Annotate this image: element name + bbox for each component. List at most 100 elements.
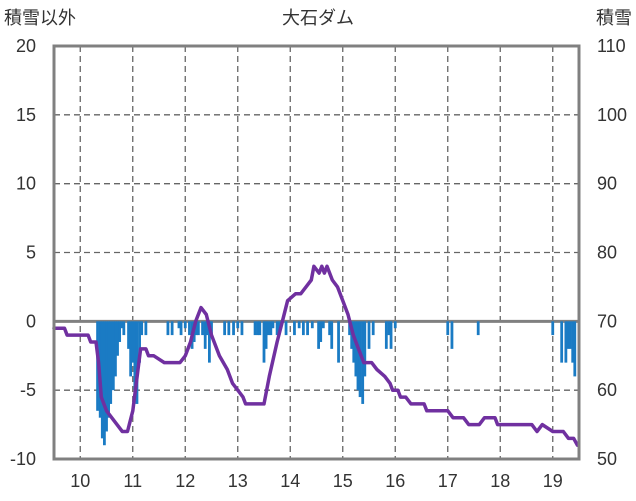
bar bbox=[135, 321, 139, 404]
bar bbox=[266, 321, 270, 336]
left-axis-ticks: -10 -5 0 5 10 15 20 bbox=[10, 36, 36, 469]
bar bbox=[138, 321, 141, 363]
x-tick-label: 15 bbox=[333, 471, 353, 491]
bar bbox=[103, 321, 106, 446]
x-tick-label: 10 bbox=[70, 471, 90, 491]
bar bbox=[358, 321, 362, 398]
bar bbox=[100, 321, 104, 439]
left-tick-label: 10 bbox=[16, 174, 36, 194]
left-tick-label: 20 bbox=[16, 36, 36, 56]
chart-title: 大石ダム bbox=[282, 8, 354, 29]
right-tick-label: 60 bbox=[597, 380, 617, 400]
x-tick-label: 18 bbox=[490, 471, 510, 491]
bar bbox=[256, 321, 260, 336]
bar bbox=[111, 321, 115, 391]
bar bbox=[271, 321, 275, 329]
bar bbox=[223, 321, 227, 336]
bar bbox=[105, 321, 108, 432]
bar bbox=[571, 321, 575, 363]
x-tick-label: 14 bbox=[280, 471, 300, 491]
bar bbox=[236, 321, 240, 329]
left-tick-label: 5 bbox=[26, 243, 36, 263]
left-tick-label: -5 bbox=[20, 380, 36, 400]
bar bbox=[264, 321, 268, 349]
bar bbox=[183, 321, 187, 329]
bar bbox=[107, 321, 110, 418]
bar bbox=[170, 321, 174, 336]
bar bbox=[144, 321, 148, 336]
bar bbox=[384, 321, 388, 349]
bar bbox=[120, 321, 124, 329]
bar bbox=[446, 321, 450, 336]
bar bbox=[258, 321, 262, 336]
bar bbox=[564, 321, 568, 363]
bar bbox=[284, 321, 288, 336]
right-tick-label: 100 bbox=[597, 105, 627, 125]
bar bbox=[205, 321, 209, 336]
bar bbox=[573, 321, 577, 377]
bar bbox=[319, 321, 323, 342]
bar bbox=[127, 321, 130, 349]
bar bbox=[240, 321, 244, 336]
bar bbox=[179, 321, 183, 336]
bar bbox=[293, 321, 296, 336]
bar bbox=[253, 321, 257, 336]
bar bbox=[208, 321, 211, 363]
x-tick-label: 12 bbox=[175, 471, 195, 491]
bar bbox=[188, 321, 191, 336]
bar bbox=[196, 321, 200, 336]
bar bbox=[194, 321, 198, 336]
right-tick-label: 50 bbox=[597, 449, 617, 469]
bar bbox=[275, 321, 279, 336]
bar bbox=[321, 321, 325, 329]
right-axis-label: 積雪 bbox=[596, 8, 632, 29]
left-tick-label: 15 bbox=[16, 105, 36, 125]
gridlines bbox=[54, 46, 579, 459]
bar bbox=[177, 321, 181, 329]
right-tick-label: 70 bbox=[597, 311, 617, 331]
bar bbox=[116, 321, 119, 356]
bar bbox=[232, 321, 235, 336]
bar-series bbox=[96, 321, 577, 446]
bar bbox=[133, 321, 137, 391]
right-tick-label: 90 bbox=[597, 174, 617, 194]
bar bbox=[118, 321, 122, 342]
x-tick-label: 19 bbox=[543, 471, 563, 491]
bar bbox=[551, 321, 555, 336]
bar bbox=[269, 321, 273, 336]
bar bbox=[166, 321, 170, 336]
snow-depth-line bbox=[52, 264, 580, 447]
bar bbox=[122, 321, 126, 336]
bar bbox=[476, 321, 480, 336]
right-tick-label: 110 bbox=[597, 36, 626, 56]
bar bbox=[129, 321, 133, 377]
line-series bbox=[52, 264, 580, 447]
bar bbox=[301, 321, 305, 336]
bar bbox=[140, 321, 144, 336]
bar bbox=[363, 321, 367, 377]
right-tick-label: 80 bbox=[597, 243, 617, 263]
bar bbox=[354, 321, 358, 377]
bar bbox=[356, 321, 360, 391]
bar bbox=[306, 321, 309, 336]
bar bbox=[317, 321, 320, 349]
x-tick-label: 11 bbox=[123, 471, 142, 491]
left-tick-label: 0 bbox=[26, 311, 36, 331]
bar bbox=[330, 321, 334, 349]
left-tick-label: -10 bbox=[10, 449, 36, 469]
bar bbox=[131, 321, 135, 363]
bar bbox=[393, 321, 397, 329]
bar bbox=[568, 321, 572, 349]
bar bbox=[109, 321, 113, 404]
bar bbox=[297, 321, 301, 329]
bar bbox=[203, 321, 207, 349]
bar bbox=[450, 321, 454, 349]
x-axis-ticks: 10 11 12 13 14 15 16 17 18 19 bbox=[70, 471, 563, 491]
right-axis-ticks: 50 60 70 80 90 100 110 bbox=[597, 36, 627, 469]
bar bbox=[387, 321, 391, 336]
bar bbox=[114, 321, 117, 377]
bar bbox=[352, 321, 356, 363]
left-axis-label: 積雪以外 bbox=[4, 8, 76, 29]
bar bbox=[371, 321, 375, 336]
